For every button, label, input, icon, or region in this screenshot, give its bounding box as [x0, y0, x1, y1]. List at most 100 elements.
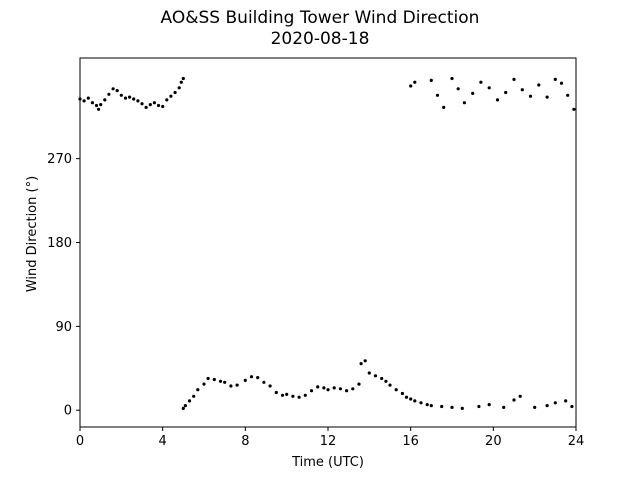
data-point: [99, 103, 103, 107]
data-point: [518, 394, 522, 398]
data-point: [262, 380, 266, 384]
y-tick-label: 0: [64, 404, 72, 419]
x-tick-label: 0: [76, 434, 84, 449]
data-point: [570, 404, 574, 409]
y-tick-label: 270: [47, 152, 72, 167]
data-point: [316, 385, 320, 389]
data-point: [115, 89, 119, 93]
data-point: [373, 374, 378, 378]
data-point: [413, 399, 417, 403]
data-point: [388, 383, 392, 387]
data-point: [429, 404, 433, 408]
data-points: [78, 76, 576, 410]
data-point: [97, 107, 101, 111]
data-point: [229, 384, 233, 388]
data-point: [504, 90, 508, 95]
x-tick-label: 24: [568, 434, 585, 449]
x-tick-label: 20: [485, 434, 502, 449]
data-point: [183, 404, 187, 408]
data-point: [553, 401, 557, 405]
axes: 0 4 8 12 16 20 24 0 90 180 270: [47, 57, 585, 449]
data-point: [196, 388, 200, 392]
data-point: [82, 99, 86, 103]
chart-subtitle: 2020-08-18: [270, 29, 370, 49]
data-point: [409, 397, 413, 401]
data-point: [351, 387, 355, 391]
data-point: [345, 389, 349, 393]
data-point: [243, 378, 247, 382]
data-point: [545, 404, 549, 408]
data-point: [192, 394, 196, 398]
data-point: [309, 389, 314, 393]
chart-title: AO&SS Building Tower Wind Direction: [160, 8, 480, 28]
data-point: [512, 77, 516, 81]
data-point: [520, 88, 524, 92]
data-point: [409, 84, 413, 88]
data-point: [136, 99, 140, 103]
data-point: [181, 406, 185, 410]
y-tick-label: 180: [47, 236, 72, 251]
data-point: [111, 87, 115, 91]
data-point: [103, 98, 107, 102]
data-point: [212, 377, 216, 382]
data-point: [291, 394, 295, 398]
plot-frame: [79, 57, 577, 428]
x-tick-label: 4: [159, 434, 167, 449]
data-point: [450, 76, 454, 81]
data-point: [165, 98, 169, 102]
data-point: [413, 80, 417, 84]
data-point: [456, 87, 460, 91]
data-point: [90, 101, 94, 105]
data-point: [152, 101, 156, 105]
data-point: [566, 93, 570, 97]
data-point: [338, 387, 342, 391]
data-point: [187, 399, 192, 403]
data-point: [440, 404, 444, 409]
data-point: [235, 383, 239, 387]
data-point: [363, 359, 367, 363]
data-point: [367, 371, 371, 375]
data-point: [285, 392, 289, 396]
data-point: [487, 86, 491, 90]
y-axis-label: Wind Direction (°): [25, 176, 40, 292]
data-point: [419, 401, 423, 405]
data-point: [274, 390, 278, 395]
data-point: [359, 362, 363, 366]
data-point: [322, 386, 326, 390]
data-point: [177, 86, 181, 90]
data-point: [553, 77, 557, 81]
data-point: [86, 96, 90, 100]
data-point: [487, 403, 491, 407]
data-point: [477, 404, 481, 409]
data-point: [123, 96, 128, 100]
data-point: [462, 101, 466, 105]
data-point: [181, 76, 185, 81]
data-point: [528, 94, 533, 98]
data-point: [404, 395, 409, 399]
data-point: [148, 103, 152, 107]
data-point: [502, 405, 506, 409]
data-point: [297, 395, 301, 399]
x-tick-label: 12: [320, 434, 337, 449]
data-point: [450, 405, 454, 409]
data-point: [144, 105, 148, 109]
data-point: [332, 386, 336, 390]
data-point: [128, 95, 132, 99]
data-point: [173, 90, 177, 95]
data-point: [559, 81, 564, 85]
data-point: [429, 78, 433, 82]
data-point: [380, 376, 384, 381]
data-point: [249, 375, 254, 379]
data-point: [564, 399, 568, 403]
data-point: [400, 391, 404, 396]
data-point: [384, 379, 388, 383]
data-point: [156, 103, 161, 108]
data-point: [218, 379, 223, 383]
data-point: [140, 102, 144, 106]
data-point: [179, 80, 183, 84]
data-point: [460, 406, 464, 410]
data-point: [435, 93, 440, 97]
data-point: [394, 388, 398, 392]
data-point: [512, 398, 516, 402]
